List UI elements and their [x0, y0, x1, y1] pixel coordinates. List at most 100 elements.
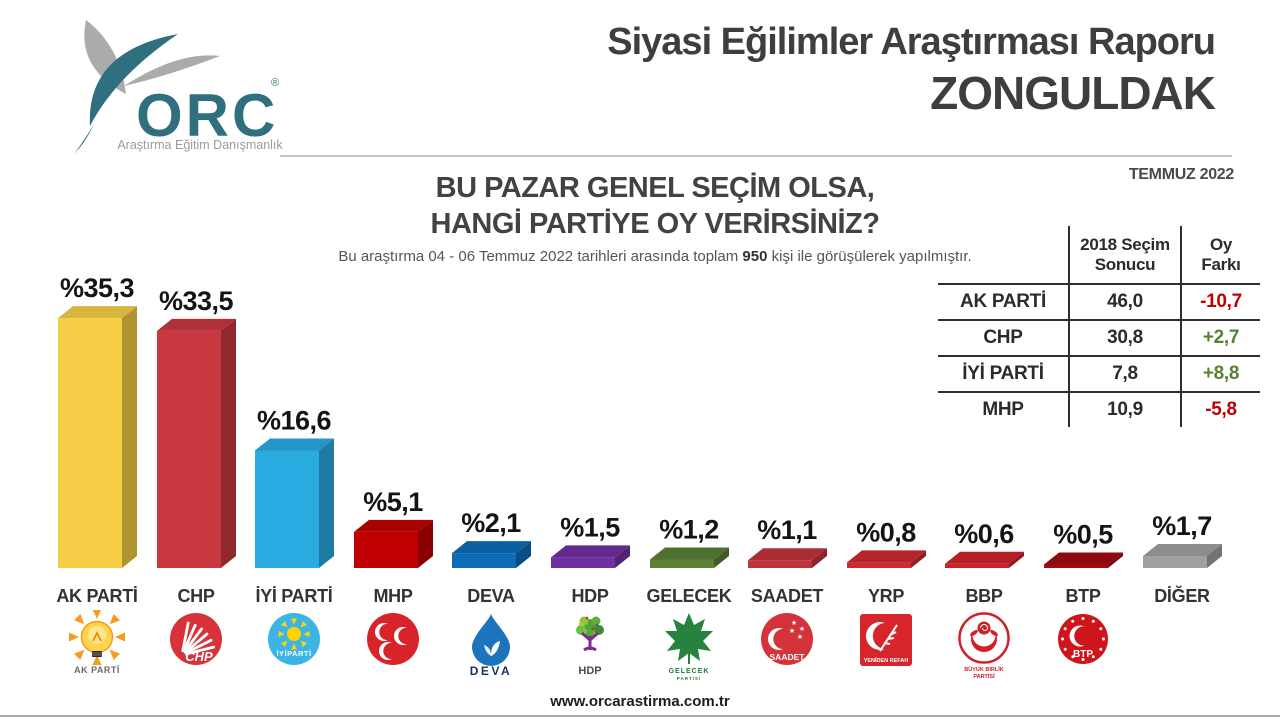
- party-logo-yrp-icon: YENİDEN REFAH: [860, 614, 912, 666]
- party-cell-gelecek: GELECEK GELECEK PARTİSİ: [629, 586, 749, 682]
- bar-chp: %33,5: [157, 286, 236, 568]
- bar-value-label: %16,6: [257, 405, 332, 435]
- party-cell-saadet: SAADET ★ ★ ★ ★ SAADET: [727, 586, 847, 682]
- bar-i-yi-parti: %16,6: [255, 405, 334, 568]
- party-logo: CHP: [136, 610, 256, 682]
- svg-text:YENİDEN REFAH: YENİDEN REFAH: [864, 657, 909, 664]
- bar-hdp: %1,5: [551, 512, 630, 568]
- bar-value-label: %33,5: [159, 286, 234, 316]
- svg-text:★: ★: [797, 633, 803, 641]
- party-cell-di-ger: DİĞER: [1122, 586, 1242, 682]
- svg-text:PARTİSİ: PARTİSİ: [677, 675, 701, 681]
- bar-value-label: %1,7: [1152, 511, 1212, 541]
- party-cell-hdp: HDP HDP: [530, 586, 650, 682]
- table-header-2018-result: 2018 Seçim Sonucu: [1068, 226, 1180, 283]
- party-logo: BTP: [1023, 610, 1143, 682]
- party-logo: HDP: [530, 610, 650, 682]
- bar-value-label: %0,6: [954, 519, 1014, 549]
- svg-text:CHP: CHP: [185, 649, 213, 664]
- table-party-label: MHP: [938, 391, 1068, 427]
- party-logo: [1122, 610, 1242, 682]
- party-logo-hdp-icon: HDP: [576, 616, 604, 677]
- footer-divider: [0, 715, 1280, 717]
- methodology-suffix: kişi ile görüşülerek yapılmıştır.: [767, 248, 972, 265]
- survey-question-line1: BU PAZAR GENEL SEÇİM OLSA,: [435, 172, 875, 204]
- bar-chart: %35,3 %33,5 %16,6 %5,1 %2,1 %1,5 %1,2 %1,1 %0,8%…: [58, 273, 1222, 568]
- bar-gelecek: %1,2: [650, 515, 729, 568]
- survey-question-line2: HANGİ PARTİYE OY VERİRSİNİZ?: [430, 208, 880, 241]
- party-name: BTP: [1065, 586, 1101, 606]
- party-name: AK PARTİ: [56, 586, 138, 606]
- party-name: DEVA: [467, 586, 515, 606]
- party-name: YRP: [867, 586, 905, 606]
- bar-value-label: %5,1: [363, 487, 423, 517]
- svg-text:GELECEK: GELECEK: [669, 668, 710, 675]
- logo-tagline: Araştırma Eğitim Danışmanlık: [117, 138, 283, 152]
- svg-text:DEVA: DEVA: [470, 664, 512, 678]
- party-logo: GELECEK PARTİSİ: [629, 610, 749, 682]
- table-diff-value: -5,8: [1180, 391, 1260, 427]
- svg-text:HDP: HDP: [578, 665, 601, 677]
- bar-value-label: %0,8: [856, 517, 916, 547]
- footer: www.orcarastirma.com.tr: [0, 693, 1280, 710]
- header-divider: [280, 155, 1232, 157]
- table-diff-value: +8,8: [1180, 355, 1260, 391]
- svg-text:AK PARTİ: AK PARTİ: [74, 665, 120, 675]
- party-name: SAADET: [750, 586, 824, 606]
- party-name: MHP: [373, 586, 413, 606]
- website-link[interactable]: www.orcarastirma.com.tr: [550, 693, 730, 710]
- party-logo-mhp-icon: [367, 613, 419, 665]
- bar-value-label: %0,5: [1053, 519, 1113, 549]
- party-logo: DEVA: [431, 610, 551, 682]
- sample-size: 950: [742, 248, 768, 265]
- bar-btp: %0,5: [1044, 519, 1123, 568]
- party-logo: AK PARTİ: [37, 609, 157, 682]
- party-logo-btp-icon: BTP: [1058, 614, 1108, 664]
- logo-wordmark: ORC: [136, 82, 278, 149]
- table-header-vote-diff: Oy Farkı: [1180, 226, 1260, 283]
- party-cell-chp: CHP CHP: [136, 586, 256, 682]
- orc-logo: ORC ® Araştırma Eğitim Danışmanlık: [74, 20, 283, 154]
- party-name: DİĞER: [1154, 586, 1210, 606]
- party-cell-ak-parti: AK PARTİ AK PARTİ: [37, 586, 157, 682]
- bar-value-label: %35,3: [60, 273, 135, 303]
- party-cell-mhp: MHP: [333, 586, 453, 682]
- table-party-label: CHP: [938, 319, 1068, 355]
- table-2018-value: 46,0: [1068, 283, 1180, 319]
- svg-text:BÜYÜK BİRLİK: BÜYÜK BİRLİK: [964, 666, 1003, 673]
- party-cell-i-yi-parti: İYİ PARTİ İYİPARTİ: [234, 586, 354, 682]
- table-diff-value: -10,7: [1180, 283, 1260, 319]
- party-name: CHP: [177, 586, 215, 606]
- party-logo: ★ ★ ★ ★ SAADET: [727, 610, 847, 682]
- report-period: TEMMUZ 2022: [1128, 166, 1234, 183]
- bar-saadet: %1,1: [748, 515, 827, 568]
- bar-di-ger: %1,7: [1143, 511, 1222, 568]
- party-logo-row: AK PARTİ AK PARTİ CHP CHP İYİ PARTİ İYİPARTİ M…: [0, 586, 1280, 686]
- survey-question: BU PAZAR GENEL SEÇİM OLSA, HANGİ PARTİYE…: [305, 170, 1005, 243]
- comparison-table: 2018 Seçim Sonucu Oy Farkı AK PARTİ 46,0 -10,7…: [938, 226, 1260, 427]
- bar-value-label: %1,5: [560, 512, 620, 542]
- logo-petal-teal-stem: [74, 124, 94, 154]
- svg-text:★: ★: [791, 619, 797, 627]
- report-province: ZONGULDAK: [930, 66, 1216, 119]
- party-cell-deva: DEVA DEVA: [431, 586, 551, 682]
- party-logo: BÜYÜK BİRLİK PARTİSİ: [924, 610, 1044, 682]
- bar-deva: %2,1: [452, 508, 531, 568]
- svg-text:PARTİSİ: PARTİSİ: [973, 673, 995, 680]
- bar-yrp: %0,8: [847, 517, 926, 568]
- party-name: HDP: [571, 586, 609, 606]
- party-logo-akparti-icon: AK PARTİ: [69, 609, 125, 675]
- table-2018-value: 7,8: [1068, 355, 1180, 391]
- bar-value-label: %1,1: [757, 515, 817, 545]
- bar-mhp: %5,1: [354, 487, 433, 568]
- table-party-label: AK PARTİ: [938, 283, 1068, 319]
- table-party-label: İYİ PARTİ: [938, 355, 1068, 391]
- party-logo-deva-icon: DEVA: [470, 614, 512, 678]
- svg-text:İYİPARTİ: İYİPARTİ: [276, 649, 311, 658]
- party-logo: İYİPARTİ: [234, 610, 354, 682]
- svg-text:★: ★: [789, 627, 795, 635]
- report-title: Siyasi Eğilimler Araştırması Raporu: [607, 21, 1216, 63]
- party-name: İYİ PARTİ: [255, 586, 333, 606]
